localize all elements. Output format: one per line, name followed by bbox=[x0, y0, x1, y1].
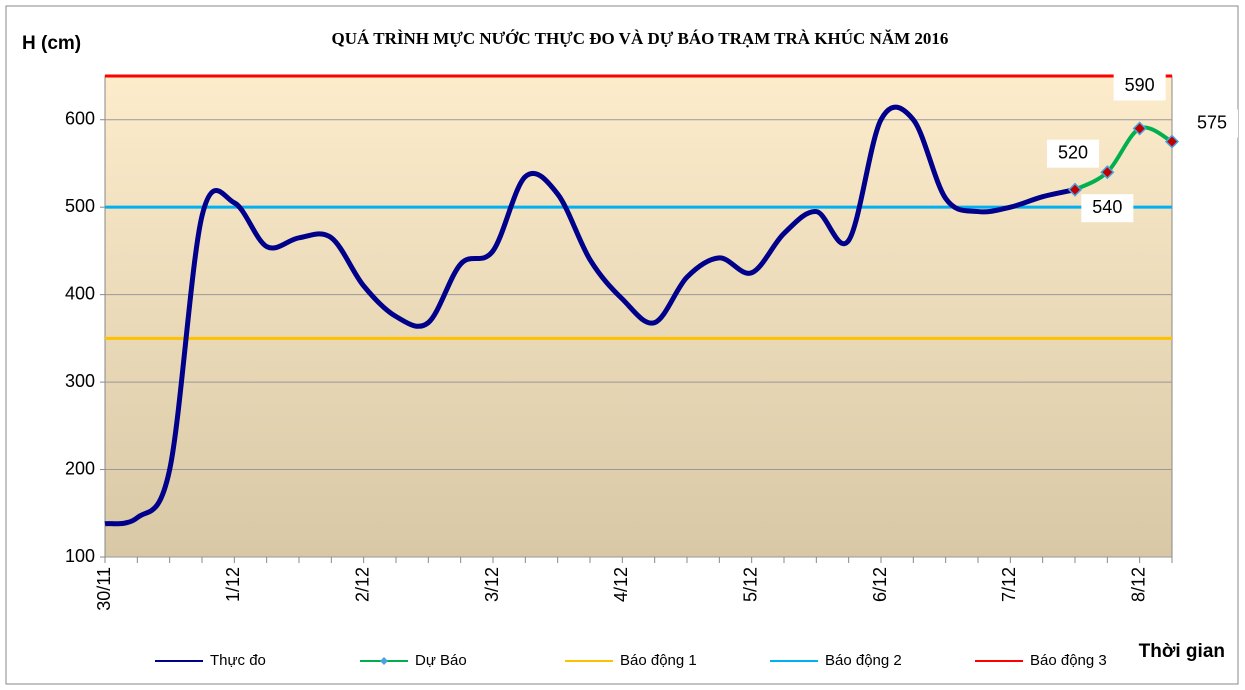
x-tick-label: 1/12 bbox=[223, 567, 243, 602]
data-label-box bbox=[1186, 109, 1238, 138]
y-tick-label: 400 bbox=[65, 283, 95, 303]
x-tick-label: 4/12 bbox=[611, 567, 631, 602]
data-point bbox=[1100, 165, 1115, 180]
data-label-box bbox=[1081, 194, 1134, 223]
x-tick-label: 7/12 bbox=[999, 567, 1019, 602]
y-tick-label: 300 bbox=[65, 371, 95, 391]
legend-label: Báo động 3 bbox=[1030, 652, 1107, 669]
y-tick-label: 200 bbox=[65, 458, 95, 478]
data-label-box bbox=[1113, 72, 1166, 101]
data-point bbox=[1132, 121, 1147, 136]
data-label: 540 bbox=[1092, 197, 1122, 217]
chart-title: QUÁ TRÌNH MỰC NƯỚC THỰC ĐO VÀ DỰ BÁO TRẠ… bbox=[332, 29, 949, 48]
x-tick-label: 30/11 bbox=[94, 567, 114, 611]
y-tick-label: 500 bbox=[65, 196, 95, 216]
y-axis-label: H (cm) bbox=[22, 33, 81, 54]
legend-label: Thực đo bbox=[210, 652, 266, 669]
y-tick-label: 100 bbox=[65, 546, 95, 566]
data-label: 575 bbox=[1197, 112, 1227, 132]
data-point bbox=[1164, 134, 1180, 149]
legend-label: Báo động 2 bbox=[825, 652, 902, 669]
x-tick-label: 8/12 bbox=[1128, 567, 1148, 602]
x-tick-label: 6/12 bbox=[870, 567, 890, 602]
data-label: 590 bbox=[1125, 75, 1155, 95]
series-line bbox=[1074, 125, 1173, 192]
x-tick-label: 5/12 bbox=[740, 567, 760, 602]
data-label: 520 bbox=[1058, 142, 1088, 162]
legend-marker bbox=[380, 657, 388, 665]
legend-label: Dự Báo bbox=[415, 652, 467, 669]
x-tick-label: 2/12 bbox=[352, 567, 372, 602]
data-point bbox=[1067, 182, 1083, 197]
legend-label: Báo động 1 bbox=[620, 652, 697, 669]
y-tick-label: 600 bbox=[65, 108, 95, 128]
data-label-box bbox=[1047, 139, 1099, 168]
series-line bbox=[104, 104, 1076, 527]
x-axis-label: Thời gian bbox=[1139, 641, 1225, 662]
x-tick-label: 3/12 bbox=[482, 567, 502, 602]
